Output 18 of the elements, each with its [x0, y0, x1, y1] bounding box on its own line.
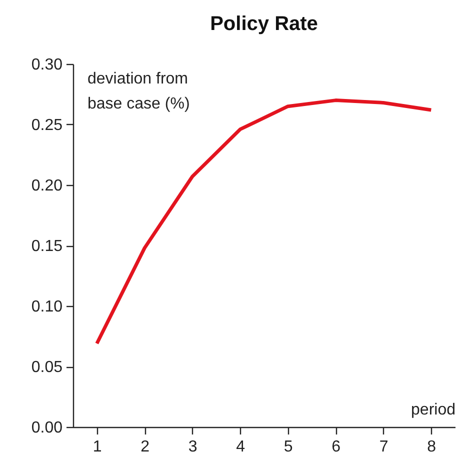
x-tick-label: 8 [427, 438, 436, 456]
y-tick-label: 0.05 [31, 359, 63, 376]
x-tick-label: 1 [92, 438, 102, 456]
chart-title: Policy Rate [210, 13, 318, 35]
y-tick-label: 0.00 [31, 420, 63, 436]
x-tick-label: 5 [284, 438, 293, 456]
y-tick-label: 0.30 [31, 56, 63, 74]
y-tick-label: 0.10 [31, 298, 63, 316]
x-tick-label: 6 [332, 438, 341, 456]
x-tick-label: 2 [140, 438, 150, 456]
y-tick-label: 0.25 [31, 117, 63, 134]
y-tick-label: 0.20 [31, 178, 63, 194]
y-axis-title: deviation from base case (%) [88, 70, 190, 112]
y-tick-label: 0.15 [31, 238, 63, 255]
x-axis-title: period [411, 402, 456, 418]
x-tick-label: 4 [236, 438, 246, 456]
x-tick-label: 3 [188, 438, 198, 456]
x-tick-label: 7 [379, 438, 388, 456]
